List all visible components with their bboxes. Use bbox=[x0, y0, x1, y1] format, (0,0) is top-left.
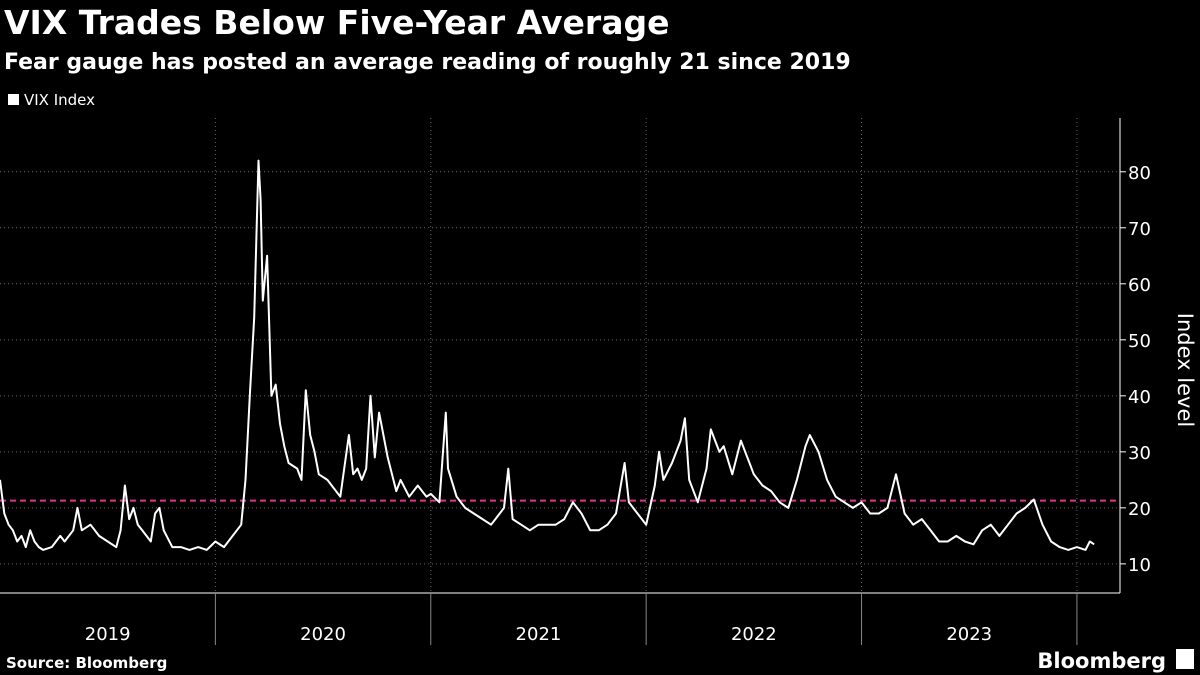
y-axis-label: Index level bbox=[1173, 313, 1197, 427]
chart-subtitle: Fear gauge has posted an average reading… bbox=[4, 50, 851, 75]
legend-label: VIX Index bbox=[24, 91, 95, 109]
x-tick-label: 2020 bbox=[300, 624, 346, 645]
source: Source: Bloomberg bbox=[6, 654, 167, 672]
x-tick-label: 2022 bbox=[731, 624, 777, 645]
y-tick-label: 80 bbox=[1128, 163, 1151, 184]
y-tick-label: 30 bbox=[1128, 443, 1151, 464]
chart-title: VIX Trades Below Five-Year Average bbox=[4, 3, 669, 42]
line bbox=[0, 159, 1095, 551]
y-tick-label: 70 bbox=[1128, 219, 1151, 240]
x-tick-label: 2023 bbox=[946, 624, 992, 645]
y-tick-label: 60 bbox=[1128, 275, 1151, 296]
y-tick-label: 40 bbox=[1128, 387, 1151, 408]
y-tick-label: 20 bbox=[1128, 499, 1151, 520]
brand: Bloomberg bbox=[1037, 649, 1166, 673]
y-tick-label: 50 bbox=[1128, 331, 1151, 352]
legend-swatch bbox=[8, 94, 19, 105]
x-tick-label: 2021 bbox=[516, 624, 562, 645]
brand-icon bbox=[1176, 649, 1194, 669]
y-tick-label: 10 bbox=[1128, 555, 1151, 576]
x-tick-label: 2019 bbox=[85, 624, 131, 645]
